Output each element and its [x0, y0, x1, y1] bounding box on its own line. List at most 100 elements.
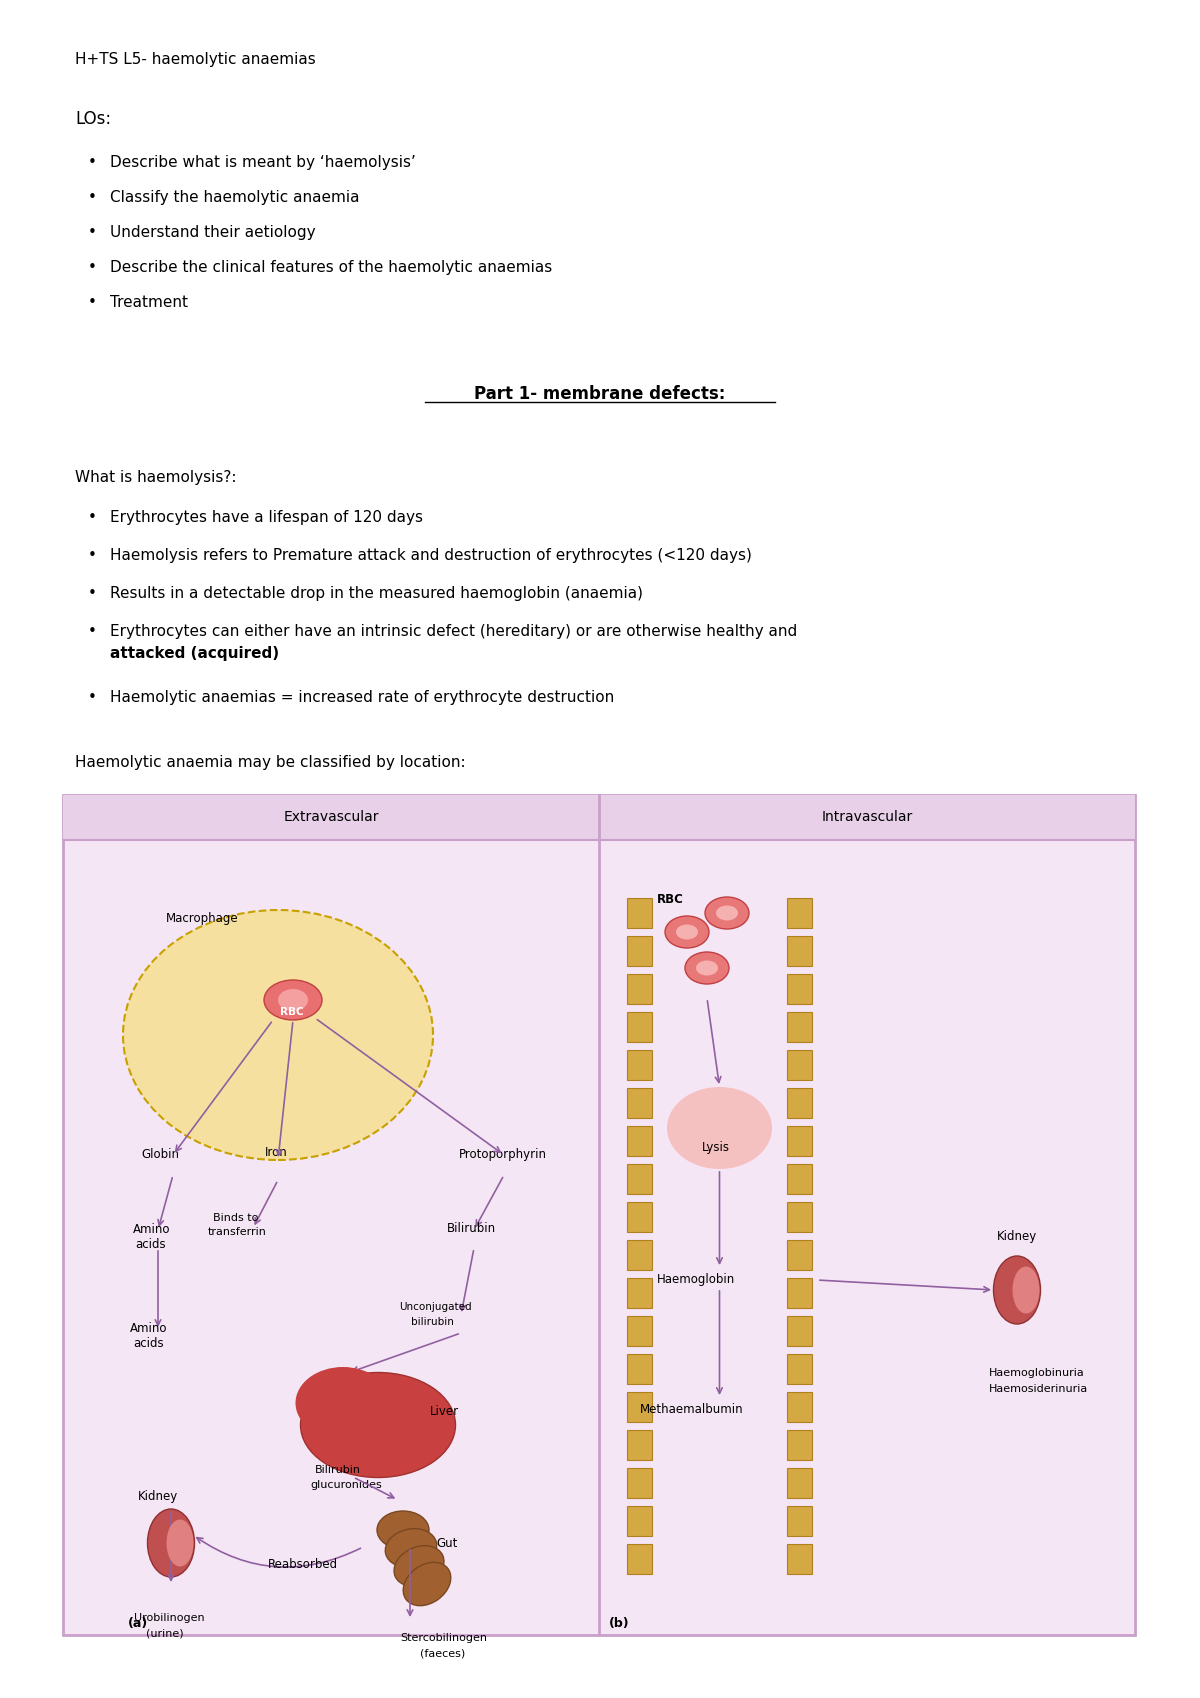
- Text: RBC: RBC: [658, 893, 684, 907]
- Ellipse shape: [685, 953, 730, 985]
- Bar: [628, 1012, 652, 1043]
- Bar: [787, 1316, 812, 1347]
- Text: acids: acids: [133, 1336, 163, 1350]
- Text: Describe what is meant by ‘haemolysis’: Describe what is meant by ‘haemolysis’: [110, 155, 416, 170]
- Bar: [787, 898, 812, 929]
- Text: •: •: [88, 226, 97, 239]
- Bar: [628, 936, 652, 966]
- Ellipse shape: [167, 1520, 193, 1567]
- Text: Amino: Amino: [133, 1223, 170, 1236]
- Ellipse shape: [124, 910, 433, 1160]
- Bar: [787, 1469, 812, 1498]
- Text: Understand their aetiology: Understand their aetiology: [110, 226, 316, 239]
- FancyBboxPatch shape: [64, 795, 1135, 1635]
- Text: •: •: [88, 548, 97, 564]
- Bar: [787, 975, 812, 1004]
- Bar: [787, 1240, 812, 1270]
- Bar: [628, 1506, 652, 1537]
- Text: LOs:: LOs:: [74, 110, 112, 127]
- Text: (b): (b): [610, 1616, 630, 1630]
- Text: Erythrocytes have a lifespan of 120 days: Erythrocytes have a lifespan of 120 days: [110, 509, 424, 525]
- Bar: [787, 1353, 812, 1384]
- Ellipse shape: [295, 1367, 390, 1438]
- Bar: [787, 936, 812, 966]
- Text: Macrophage: Macrophage: [166, 912, 239, 925]
- Ellipse shape: [394, 1545, 444, 1586]
- Text: Erythrocytes can either have an intrinsic defect (hereditary) or are otherwise h: Erythrocytes can either have an intrinsi…: [110, 623, 797, 638]
- Text: •: •: [88, 623, 97, 638]
- Bar: [628, 1469, 652, 1498]
- Text: Binds to: Binds to: [214, 1212, 258, 1223]
- Text: Kidney: Kidney: [138, 1491, 179, 1503]
- Text: •: •: [88, 260, 97, 275]
- Text: Haemolysis refers to Premature attack and destruction of erythrocytes (<120 days: Haemolysis refers to Premature attack an…: [110, 548, 752, 564]
- Text: Lysis: Lysis: [702, 1141, 730, 1155]
- Text: Gut: Gut: [436, 1537, 457, 1550]
- Text: Amino: Amino: [130, 1323, 168, 1335]
- Bar: [628, 975, 652, 1004]
- Bar: [787, 1126, 812, 1156]
- Ellipse shape: [264, 980, 322, 1020]
- Bar: [628, 1049, 652, 1080]
- Text: attacked (acquired): attacked (acquired): [110, 645, 280, 661]
- Text: Part 1- membrane defects:: Part 1- membrane defects:: [474, 385, 726, 402]
- Text: (faeces): (faeces): [420, 1649, 466, 1657]
- Text: Kidney: Kidney: [997, 1229, 1037, 1243]
- Text: •: •: [88, 190, 97, 205]
- Text: Intravascular: Intravascular: [821, 810, 913, 824]
- Text: Haemolytic anaemias = increased rate of erythrocyte destruction: Haemolytic anaemias = increased rate of …: [110, 689, 614, 705]
- Text: Haemoglobinuria: Haemoglobinuria: [989, 1369, 1085, 1379]
- Text: Globin: Globin: [142, 1148, 179, 1161]
- Text: Haemolytic anaemia may be classified by location:: Haemolytic anaemia may be classified by …: [74, 756, 466, 769]
- Ellipse shape: [148, 1510, 194, 1577]
- Ellipse shape: [300, 1372, 456, 1477]
- Text: (a): (a): [128, 1616, 149, 1630]
- Text: •: •: [88, 295, 97, 311]
- Bar: [628, 898, 652, 929]
- Text: What is haemolysis?:: What is haemolysis?:: [74, 470, 236, 486]
- Ellipse shape: [278, 988, 308, 1010]
- Bar: [787, 1506, 812, 1537]
- Text: Bilirubin: Bilirubin: [446, 1223, 496, 1234]
- Text: (urine): (urine): [146, 1628, 184, 1639]
- Text: glucuronides: glucuronides: [310, 1481, 382, 1491]
- Text: Unconjugated: Unconjugated: [398, 1302, 472, 1313]
- Bar: [628, 1392, 652, 1421]
- Text: Reabsorbed: Reabsorbed: [268, 1559, 338, 1571]
- Ellipse shape: [676, 924, 698, 939]
- Bar: [787, 1165, 812, 1194]
- Ellipse shape: [665, 915, 709, 947]
- Bar: [787, 1088, 812, 1117]
- Text: Treatment: Treatment: [110, 295, 188, 311]
- Bar: [628, 1543, 652, 1574]
- Ellipse shape: [403, 1562, 451, 1606]
- Text: Describe the clinical features of the haemolytic anaemias: Describe the clinical features of the ha…: [110, 260, 552, 275]
- Text: acids: acids: [134, 1238, 166, 1251]
- Bar: [628, 1165, 652, 1194]
- Text: Extravascular: Extravascular: [283, 810, 379, 824]
- Bar: [787, 1430, 812, 1460]
- Bar: [628, 1202, 652, 1233]
- Bar: [628, 1353, 652, 1384]
- Ellipse shape: [385, 1528, 437, 1567]
- Bar: [787, 1202, 812, 1233]
- Text: •: •: [88, 155, 97, 170]
- Text: •: •: [88, 689, 97, 705]
- Text: Liver: Liver: [430, 1404, 460, 1418]
- Bar: [628, 1088, 652, 1117]
- Bar: [787, 1543, 812, 1574]
- Text: Classify the haemolytic anaemia: Classify the haemolytic anaemia: [110, 190, 360, 205]
- Text: •: •: [88, 509, 97, 525]
- Text: •: •: [88, 586, 97, 601]
- Bar: [628, 1279, 652, 1307]
- Ellipse shape: [716, 905, 738, 920]
- Bar: [628, 1126, 652, 1156]
- Text: Haemosiderinuria: Haemosiderinuria: [989, 1384, 1088, 1394]
- Text: transferrin: transferrin: [208, 1228, 266, 1238]
- Bar: [628, 1240, 652, 1270]
- Text: RBC: RBC: [280, 1007, 304, 1017]
- Bar: [787, 1012, 812, 1043]
- Bar: [787, 1279, 812, 1307]
- Ellipse shape: [1013, 1267, 1039, 1314]
- Ellipse shape: [994, 1257, 1040, 1324]
